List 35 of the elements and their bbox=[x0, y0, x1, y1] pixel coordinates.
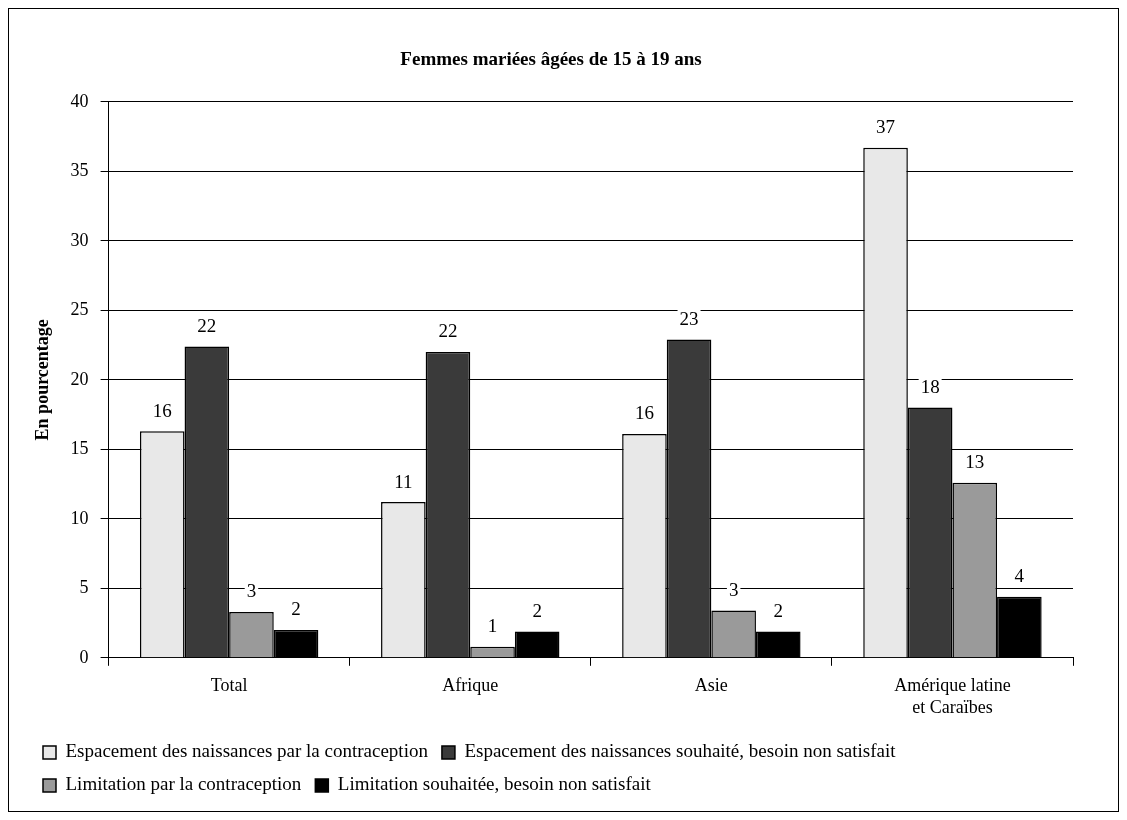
data-label: 13 bbox=[965, 451, 985, 473]
y-tick-label: 5 bbox=[79, 577, 89, 598]
data-label: 16 bbox=[634, 402, 654, 424]
y-tick-label: 40 bbox=[70, 90, 89, 111]
data-label: 2 bbox=[532, 599, 542, 621]
legend-label: Espacement des naissances par la contraception bbox=[65, 740, 429, 762]
y-tick-label: 15 bbox=[70, 438, 89, 459]
x-tick-label: Afrique bbox=[442, 675, 499, 696]
data-label: 4 bbox=[1014, 565, 1025, 587]
data-label: 22 bbox=[438, 320, 458, 342]
y-tick-label: 25 bbox=[70, 299, 89, 320]
y-tick-label: 10 bbox=[70, 507, 89, 528]
y-tick-label: 35 bbox=[70, 160, 89, 181]
x-tick-label: Asie bbox=[694, 675, 728, 696]
data-label: 1 bbox=[487, 615, 498, 637]
data-label: 16 bbox=[152, 399, 172, 421]
legend-label: Limitation par la contraception bbox=[65, 773, 302, 795]
data-label: 3 bbox=[728, 579, 739, 601]
y-tick-label: 0 bbox=[79, 646, 89, 667]
chart-title: Femmes mariées âgées de 15 à 19 ans bbox=[400, 48, 702, 70]
y-tick-label: 20 bbox=[70, 368, 89, 389]
y-tick-label: 30 bbox=[70, 229, 89, 250]
y-axis-title: En pourcentage bbox=[32, 319, 53, 441]
data-label: 37 bbox=[876, 116, 896, 138]
data-label: 2 bbox=[773, 599, 784, 621]
data-label: 11 bbox=[394, 470, 413, 492]
data-label: 2 bbox=[291, 598, 301, 620]
x-tick-label: Total bbox=[210, 675, 248, 696]
x-tick-label: Amérique latine et Caraïbes bbox=[894, 675, 1011, 717]
data-label: 22 bbox=[197, 314, 217, 336]
data-label: 23 bbox=[679, 307, 699, 329]
data-label: 3 bbox=[246, 580, 257, 602]
legend-label: Limitation souhaitée, besoin non satisfait bbox=[337, 773, 652, 795]
data-label: 18 bbox=[920, 376, 940, 398]
legend-label: Espacement des naissances souhaité, besoin non satisfait bbox=[464, 740, 897, 762]
